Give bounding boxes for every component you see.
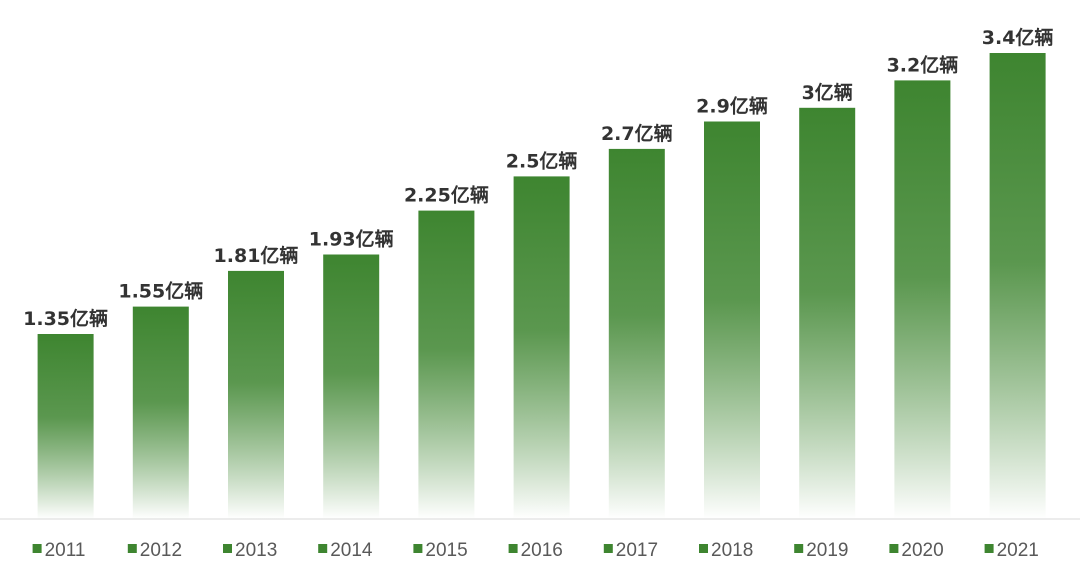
- tick-marker-2015: [413, 544, 423, 553]
- tick-marker-2014: [318, 544, 328, 553]
- tick-label-2013: 2013: [235, 540, 277, 561]
- tick-label-2012: 2012: [140, 540, 182, 561]
- bar-2016: [513, 176, 570, 519]
- data-label-2013: 1.81亿辆: [214, 244, 299, 267]
- tick-marker-2018: [699, 544, 708, 553]
- tick-marker-2013: [223, 544, 232, 553]
- tick-label-2018: 2018: [711, 540, 753, 561]
- data-label-2011: 1.35亿辆: [23, 307, 108, 330]
- tick-label-2011: 2011: [45, 540, 86, 561]
- tick-label-2020: 2020: [901, 540, 943, 561]
- bar-2021: [989, 53, 1046, 519]
- tick-label-2016: 2016: [521, 540, 563, 561]
- bar-2019: [799, 107, 856, 520]
- bars-layer: [37, 53, 1046, 520]
- data-label-2018: 2.9亿辆: [696, 95, 768, 118]
- tick-marker-2017: [603, 544, 613, 553]
- data-label-2021: 3.4亿辆: [982, 26, 1054, 49]
- bar-2014: [323, 254, 380, 519]
- tick-label-2019: 2019: [806, 540, 848, 561]
- x-axis-ticks-layer: 2011 2012 2013 2014 2015 2016 2017 2018 2019 2020…: [32, 540, 1039, 561]
- data-label-2020: 3.2亿辆: [887, 53, 959, 76]
- bar-2018: [704, 121, 760, 519]
- tick-marker-2011: [32, 544, 42, 553]
- tick-label-2015: 2015: [425, 540, 467, 561]
- data-labels-layer: 1.35亿辆 1.55亿辆 1.81亿辆 1.93亿辆 2.25亿辆 2.5亿辆 2.7亿辆…: [23, 26, 1053, 330]
- tick-label-2017: 2017: [616, 540, 658, 561]
- tick-marker-2019: [794, 544, 804, 553]
- bar-2011: [37, 334, 94, 519]
- tick-marker-2021: [984, 544, 994, 553]
- tick-marker-2012: [127, 544, 137, 553]
- bar-2013: [228, 270, 284, 519]
- data-label-2012: 1.55亿辆: [118, 280, 203, 303]
- data-label-2016: 2.5亿辆: [506, 149, 578, 172]
- bar-2015: [418, 210, 475, 519]
- data-label-2014: 1.93亿辆: [309, 228, 394, 251]
- bar-2017: [608, 148, 665, 519]
- tick-label-2014: 2014: [330, 540, 373, 561]
- data-label-2015: 2.25亿辆: [404, 184, 489, 207]
- tick-label-2021: 2021: [997, 540, 1039, 561]
- tick-marker-2020: [889, 544, 899, 553]
- tick-marker-2016: [508, 544, 518, 553]
- bar-2020: [894, 80, 951, 520]
- bar-2012: [132, 306, 189, 519]
- data-label-2019: 3亿辆: [802, 81, 853, 104]
- data-label-2017: 2.7亿辆: [601, 122, 673, 145]
